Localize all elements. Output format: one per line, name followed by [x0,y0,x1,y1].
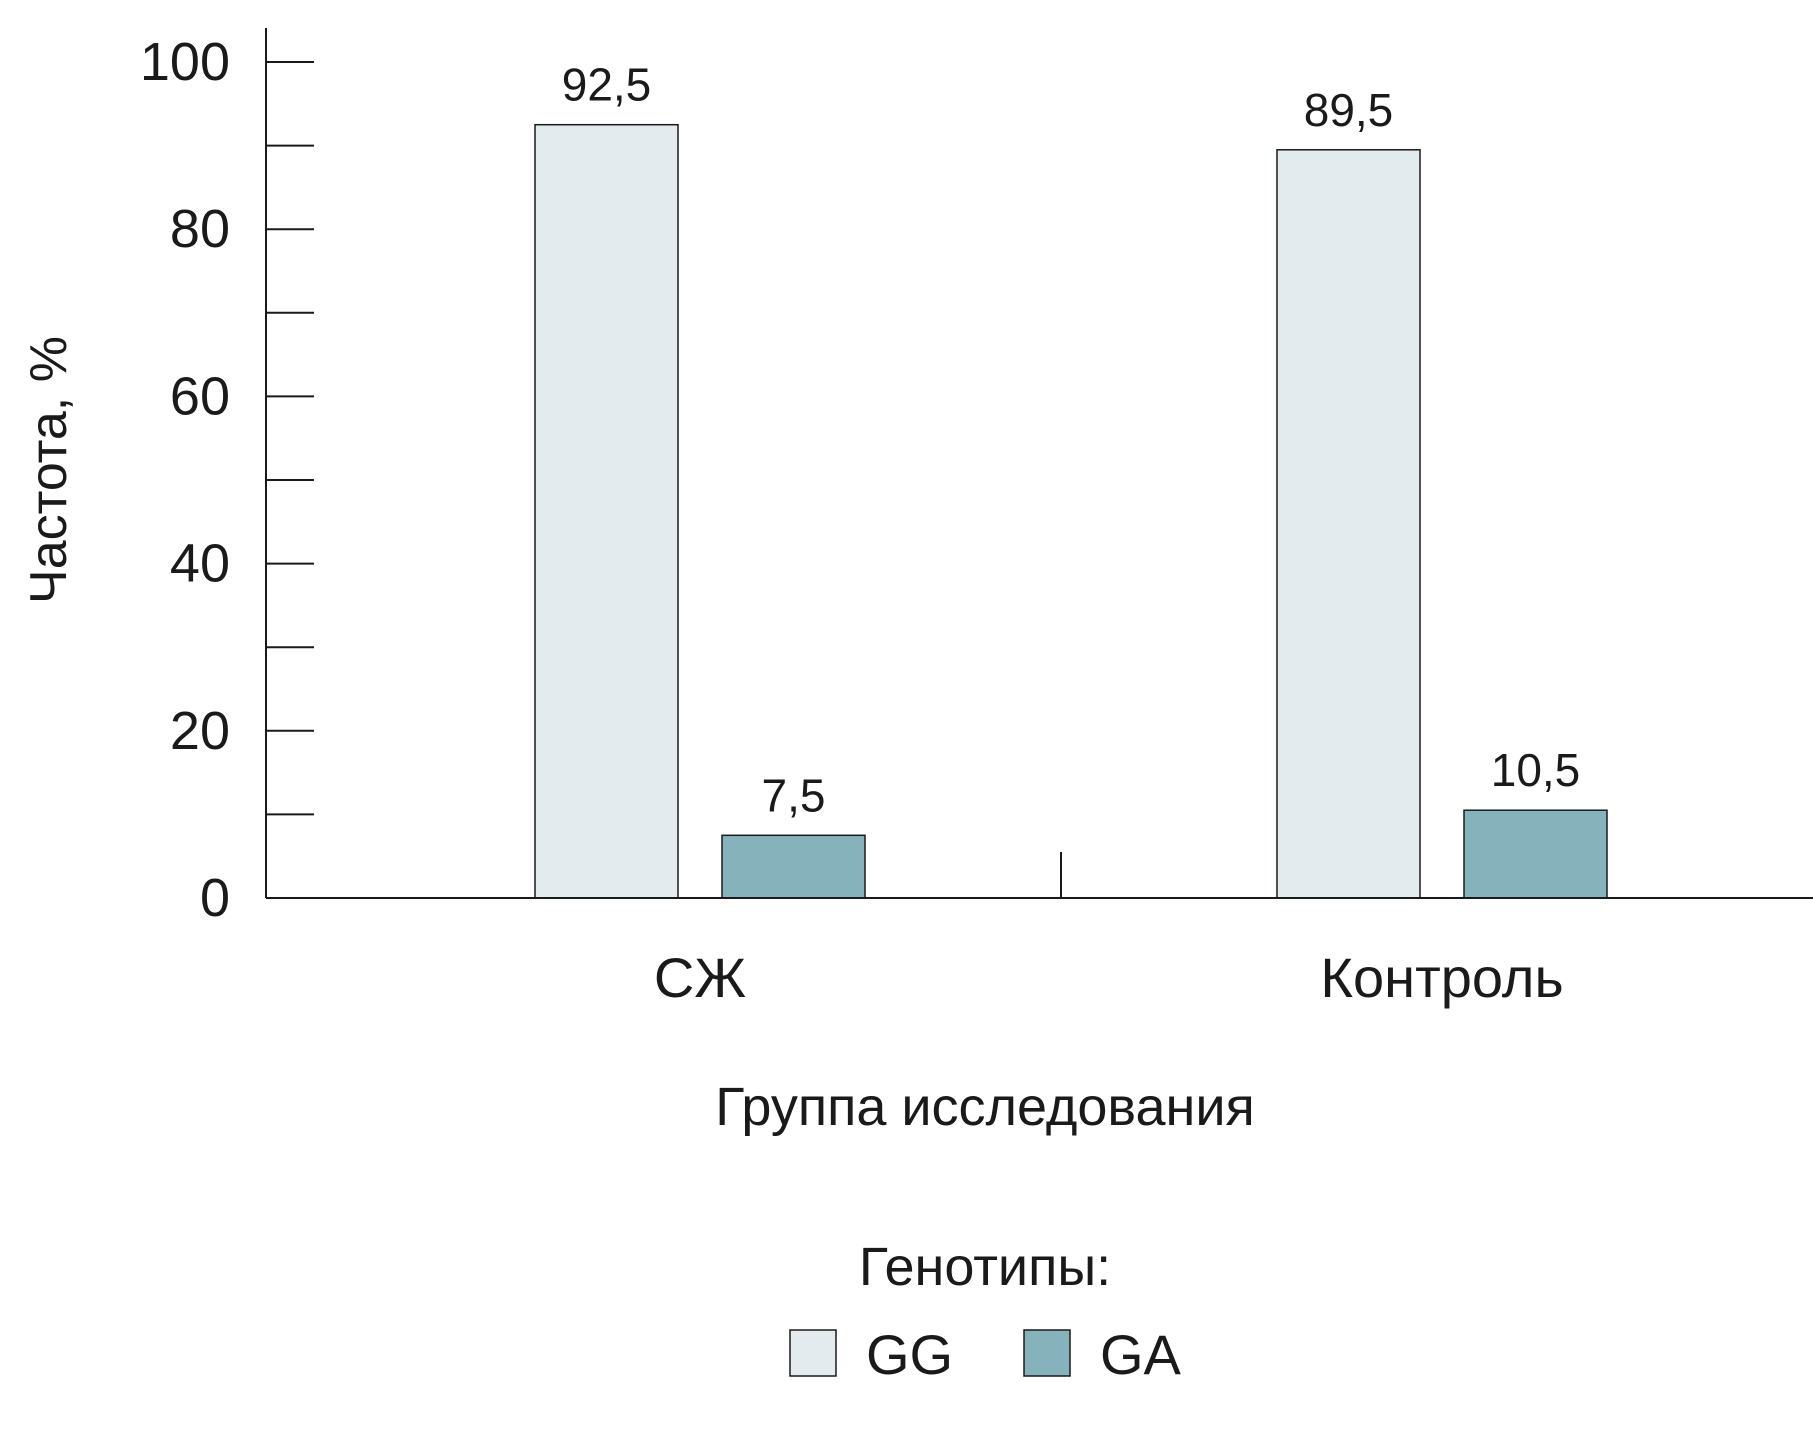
bar-value-labels: 92,5 7,5 89,5 10,5 [562,59,1581,822]
legend-label-ga: GA [1100,1323,1182,1386]
y-tick-label: 20 [170,701,230,761]
bar-value-label: 7,5 [762,769,826,821]
y-tick-label: 80 [170,199,230,259]
y-tick-label: 60 [170,366,230,426]
legend: GG GA [789,1323,1182,1386]
bar-ga-1 [721,834,866,899]
bar-value-label: 89,5 [1304,84,1394,136]
x-category-label: Контроль [1320,946,1563,1009]
legend-title: Генотипы: [859,1237,1111,1297]
y-tick-label: 100 [140,32,230,92]
x-axis-category-labels: СЖ Контроль [654,946,1564,1009]
x-axis-title: Группа исследования [715,1077,1255,1137]
legend-swatch-ga [1023,1329,1071,1377]
bar-ga-2 [1463,809,1608,899]
y-axis-title: Частота, % [20,336,78,604]
x-category-label: СЖ [654,946,746,1009]
bar-value-label: 92,5 [562,59,652,111]
legend-label-gg: GG [866,1323,953,1386]
bars [534,123,1608,899]
bar-gg-2 [1276,149,1421,899]
legend-swatch-gg [789,1329,837,1377]
bar-gg-1 [534,123,679,899]
y-axis-ticks: 0 20 40 60 80 100 [140,32,314,928]
bar-value-label: 10,5 [1491,744,1581,796]
y-tick-label: 0 [200,868,230,928]
y-tick-label: 40 [170,534,230,594]
